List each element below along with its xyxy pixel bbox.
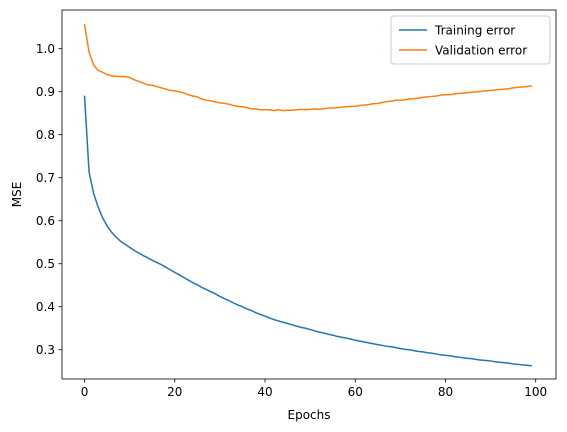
y-tick-label: 0.5	[36, 257, 55, 271]
series-layer	[83, 23, 533, 367]
y-tick-label: 0.8	[36, 128, 55, 142]
legend-label: Validation error	[435, 43, 527, 57]
legend: Training error Validation error	[390, 15, 551, 65]
axes-frame	[61, 9, 557, 380]
series-line-validation-error	[83, 23, 533, 112]
x-tick-label: 0	[81, 385, 89, 399]
x-axis-label: Epochs	[288, 408, 331, 422]
y-tick-label: 0.9	[36, 85, 55, 99]
y-tick-label: 0.6	[36, 214, 55, 228]
legend-label: Training error	[434, 23, 515, 37]
y-axis-label: MSE	[10, 182, 24, 208]
y-tick-label: 0.7	[36, 171, 55, 185]
y-tick-label: 1.0	[36, 42, 55, 56]
x-tick-label: 80	[438, 385, 453, 399]
x-tick-label: 100	[524, 385, 547, 399]
plot-area	[61, 9, 557, 380]
x-tick-label: 60	[348, 385, 363, 399]
x-tick-label: 20	[167, 385, 182, 399]
y-axis-ticks: 0.3 0.4 0.5 0.6 0.7 0.8 0.9 1.0	[36, 42, 62, 357]
x-tick-label: 40	[257, 385, 272, 399]
x-axis-ticks: 0 20 40 60 80 100	[81, 379, 547, 399]
y-tick-label: 0.4	[36, 300, 55, 314]
legend-box	[390, 15, 551, 65]
series-line-training-error	[83, 95, 533, 367]
y-tick-label: 0.3	[36, 343, 55, 357]
